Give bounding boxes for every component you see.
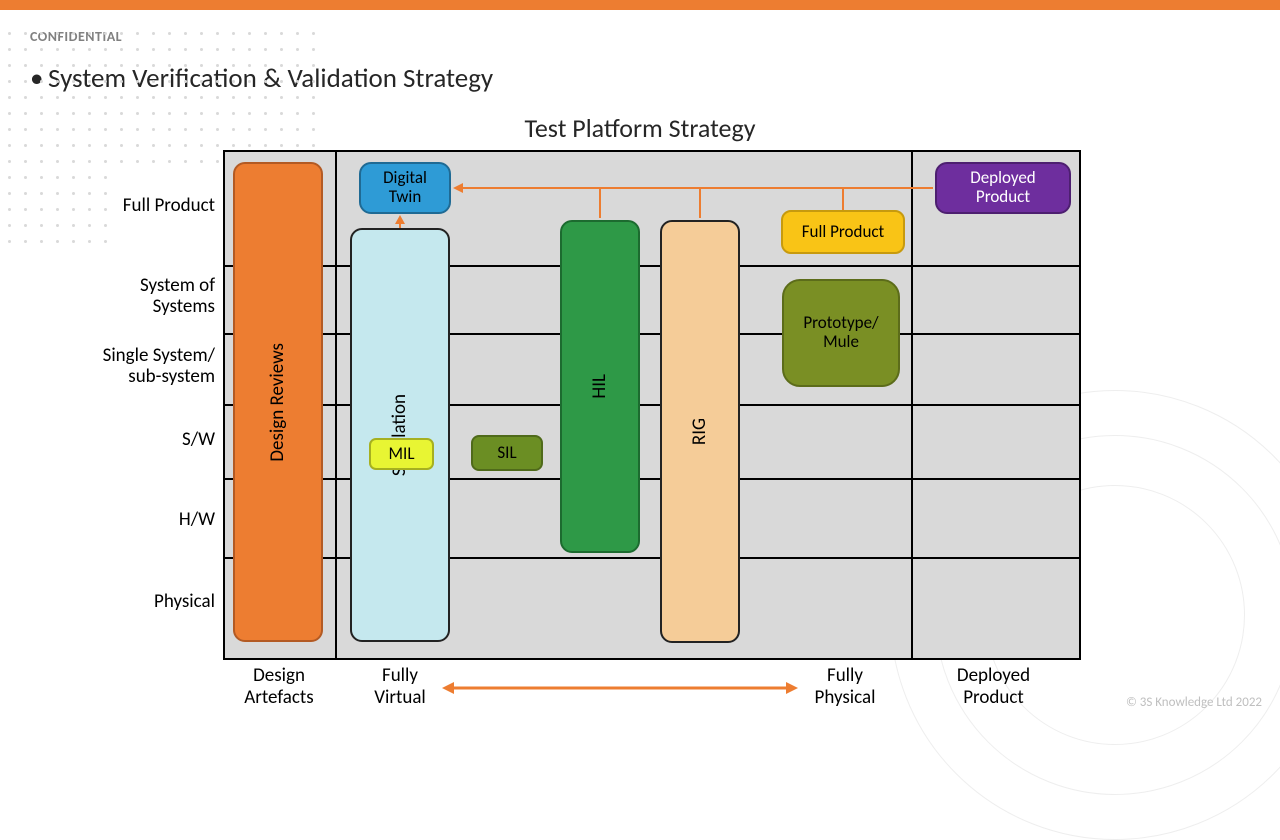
- x-label-design-artefacts: Design Artefacts: [223, 665, 335, 709]
- y-label-hw: H/W: [80, 510, 215, 531]
- x-label-deployed-product: Deployed Product: [911, 665, 1076, 709]
- prototype-box: Prototype/ Mule: [782, 279, 900, 387]
- rig-box: RIG: [660, 220, 740, 643]
- y-label-system-of-systems: System of Systems: [80, 276, 215, 318]
- y-label-full-product: Full Product: [80, 196, 215, 217]
- y-label-single-system: Single System/ sub-system: [60, 346, 215, 388]
- sil-box: SIL: [471, 435, 543, 471]
- simulation-box: Simulation: [350, 228, 450, 642]
- confidential-label: CONFIDENTIAL: [30, 28, 122, 45]
- top-bar: [0, 0, 1280, 10]
- digital-twin-box: Digital Twin: [359, 162, 451, 214]
- design-reviews-box: Design Reviews: [233, 162, 323, 642]
- y-label-sw: S/W: [80, 430, 215, 451]
- deployed-product-box: Deployed Product: [935, 162, 1071, 214]
- mil-box: MIL: [369, 438, 434, 470]
- x-label-fully-physical: Fully Physical: [790, 665, 900, 709]
- chart-title: Test Platform Strategy: [0, 112, 1280, 144]
- x-label-fully-virtual: Fully Virtual: [345, 665, 455, 709]
- full-product-box: Full Product: [781, 210, 905, 254]
- y-label-physical: Physical: [80, 592, 215, 613]
- hil-box: HIL: [560, 220, 640, 553]
- bullet-title: •System Verification & Validation Strate…: [30, 62, 493, 95]
- copyright: © 3S Knowledge Ltd 2022: [1126, 695, 1262, 710]
